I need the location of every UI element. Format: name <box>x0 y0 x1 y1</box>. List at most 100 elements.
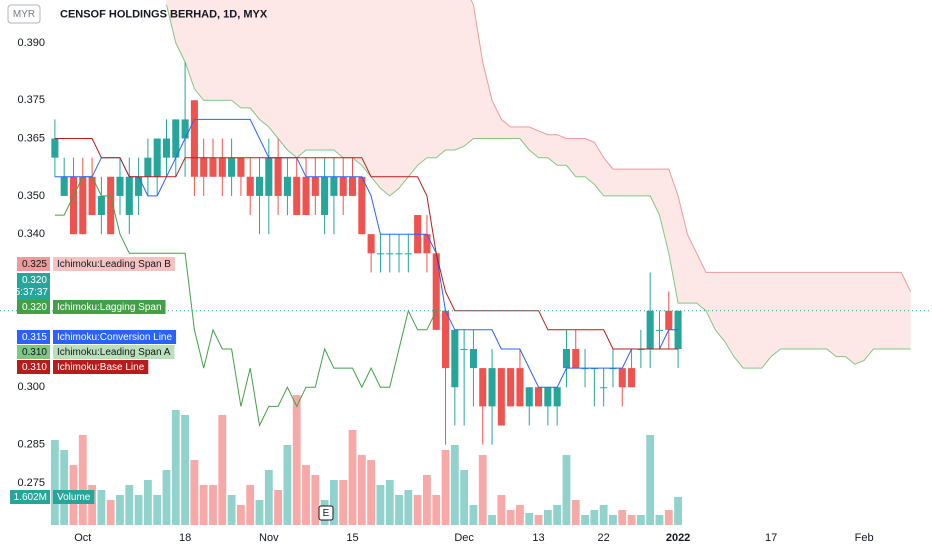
candle-body <box>200 157 208 177</box>
volume-bar <box>292 395 301 525</box>
candle-body <box>116 176 124 196</box>
candle-body <box>525 387 533 407</box>
candle-body <box>218 157 226 177</box>
candle-body <box>69 176 78 235</box>
indicator-line <box>54 176 437 428</box>
volume-bar <box>367 460 376 525</box>
candle-body <box>544 387 552 407</box>
candle-body <box>507 368 515 407</box>
volume-badge <box>10 490 50 504</box>
price-badge <box>17 273 50 300</box>
value-badge <box>17 330 50 344</box>
candle-body <box>358 176 366 235</box>
volume-bar <box>488 515 496 525</box>
candle-body <box>451 329 459 388</box>
earnings-marker[interactable] <box>318 505 334 521</box>
candle-body <box>572 348 580 369</box>
volume-bar <box>534 515 543 525</box>
volume-bar <box>143 480 152 525</box>
volume-bar <box>171 410 180 525</box>
legend-name-box <box>53 257 175 271</box>
candle-body <box>442 310 450 369</box>
legend-name: Ichimoku:Conversion Line <box>57 332 172 343</box>
candle-body <box>609 368 617 370</box>
value-badge-label: 0.310 <box>22 362 47 373</box>
y-tick-label: 0.340 <box>17 228 45 240</box>
volume-bar <box>190 460 199 525</box>
volume-bar <box>199 485 208 525</box>
volume-bar <box>627 515 636 525</box>
volume-bar <box>646 435 655 525</box>
volume-bar <box>376 485 385 525</box>
x-tick-label: 15 <box>346 532 358 544</box>
x-tick-label: 2022 <box>666 532 690 544</box>
volume-bar <box>432 495 441 525</box>
candle-body <box>395 253 403 255</box>
candle-body <box>107 176 115 235</box>
volume-bar <box>330 480 338 525</box>
candle-body <box>562 348 570 369</box>
y-tick-label: 0.350 <box>17 190 45 202</box>
y-tick-label: 0.285 <box>17 439 45 451</box>
candle-body <box>330 176 338 196</box>
volume-bar <box>497 495 506 525</box>
candle-body <box>618 368 626 388</box>
candle-body <box>283 176 291 196</box>
volume-bar <box>674 496 682 525</box>
candle-body <box>469 348 477 369</box>
indicator-line <box>166 4 911 369</box>
volume-bar <box>274 490 283 525</box>
y-tick-label: 0.390 <box>17 37 45 49</box>
volume-bar <box>88 485 96 525</box>
candle-body <box>265 157 273 196</box>
candle-body <box>144 157 152 177</box>
candle-body <box>135 176 143 196</box>
x-tick-label: Dec <box>454 532 474 544</box>
volume-badge-label: 1.602M <box>14 492 47 503</box>
x-tick-label: 17 <box>765 532 777 544</box>
volume-bar <box>255 500 264 525</box>
plot-area <box>0 0 932 525</box>
candle-body <box>190 100 198 177</box>
value-badge <box>17 345 50 359</box>
candle-body <box>646 310 654 349</box>
candle-body <box>460 348 468 350</box>
volume-bar <box>581 515 589 525</box>
volume-bar <box>50 440 59 525</box>
candle-body <box>423 234 431 254</box>
candle-body <box>228 157 236 177</box>
legend-name: Volume <box>57 492 91 503</box>
x-tick-label: 18 <box>179 532 191 544</box>
volume-bar <box>181 415 190 525</box>
candle-body <box>302 176 310 216</box>
volume-bar <box>106 500 115 525</box>
candle-body <box>488 368 496 407</box>
candle-body <box>404 253 412 255</box>
volume-bar <box>236 505 245 525</box>
volume-bar <box>97 490 106 525</box>
candle-body <box>497 368 505 426</box>
indicator-line <box>54 138 679 350</box>
legend-name-box <box>53 490 95 504</box>
volume-bar <box>162 470 171 525</box>
volume-bar <box>450 445 459 525</box>
volume-bar <box>636 515 645 525</box>
volume-bar <box>209 485 217 525</box>
candle-body <box>209 157 217 177</box>
candle-body <box>79 176 87 235</box>
candle-body <box>386 253 394 255</box>
candle-body <box>590 368 598 370</box>
candle-body <box>88 176 96 216</box>
candle-body <box>237 157 245 177</box>
candle-body <box>628 368 636 388</box>
volume-bar <box>525 513 534 525</box>
volume-bar <box>413 495 422 525</box>
candle-body <box>479 368 487 407</box>
candle-body <box>655 329 664 331</box>
candle-body <box>60 176 68 196</box>
volume-bar <box>664 510 673 525</box>
candle-body <box>367 234 375 254</box>
volume-bar <box>302 465 310 525</box>
